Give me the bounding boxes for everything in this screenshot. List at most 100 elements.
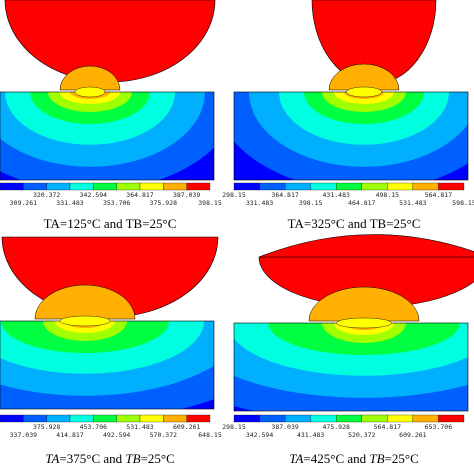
colorbar-segment — [69, 182, 94, 191]
caption: TA=125°C and TB=25°C — [44, 216, 177, 231]
colorbar-label: 342.594 — [246, 431, 273, 439]
colorbar-label: 414.817 — [56, 431, 83, 439]
colorbar-label: 492.594 — [103, 431, 130, 439]
colorbar-segment — [387, 182, 414, 191]
colorbar-label: 364.817 — [126, 191, 153, 199]
colorbar-segment — [0, 414, 24, 423]
colorbar-label: 609.261 — [173, 423, 200, 431]
colorbar-label: 498.15 — [376, 191, 400, 199]
dome — [328, 63, 400, 91]
colorbar-segment — [438, 182, 465, 191]
electrode — [4, 0, 216, 83]
colorbar-segment — [259, 182, 286, 191]
colorbar-segment — [310, 182, 337, 191]
panel: 298.15331.483364.817398.15431.483464.817… — [222, 0, 474, 231]
colorbar-segment — [46, 182, 71, 191]
colorbar-label: 309.261 — [10, 199, 37, 207]
panel: 298.15342.594387.039431.483475.928520.37… — [222, 234, 474, 466]
colorbar-label: 353.706 — [103, 199, 130, 207]
colorbar-segment — [284, 414, 311, 423]
colorbar-label: 387.039 — [173, 191, 200, 199]
colorbar-label: 648.15 — [198, 431, 222, 439]
colorbar-segment — [387, 414, 414, 423]
colorbar-segment — [93, 182, 117, 191]
colorbar-segment — [284, 182, 311, 191]
caption-part: TA=125°C and TB=25°C — [44, 216, 177, 231]
caption: TA=425°C and TB=25°C — [289, 451, 419, 466]
colorbar-segment — [412, 182, 439, 191]
plate-border — [0, 91, 215, 181]
colorbar-label: 320.372 — [33, 191, 60, 199]
panel: 309.261320.372331.483342.594353.706364.8… — [0, 0, 222, 231]
colorbar-segment — [163, 182, 187, 191]
colorbar-label: 570.372 — [150, 431, 177, 439]
colorbar-label: 337.039 — [10, 431, 37, 439]
colorbar-segment — [438, 414, 465, 423]
caption: TA=375°C and TB=25°C — [45, 451, 175, 466]
colorbar-label: 564.817 — [374, 423, 401, 431]
colorbar-segment — [69, 414, 94, 423]
colorbar-label: 520.372 — [348, 431, 375, 439]
colorbar-segment — [186, 414, 211, 423]
caption-part: TA — [289, 451, 303, 466]
nugget — [336, 317, 392, 329]
colorbar-label: 375.928 — [150, 199, 177, 207]
panel: 337.039375.928414.817453.706492.594531.4… — [0, 236, 222, 466]
colorbar-segment — [361, 414, 388, 423]
caption-part: TA=325°C and TB=25°C — [288, 216, 421, 231]
colorbar-segment — [336, 182, 362, 191]
colorbar-label: 298.15 — [222, 191, 246, 199]
colorbar-segment — [233, 414, 260, 423]
dome — [59, 65, 121, 91]
colorbar-segment — [116, 182, 141, 191]
colorbar-segment — [310, 414, 337, 423]
caption: TA=325°C and TB=25°C — [288, 216, 421, 231]
colorbar-label: 531.483 — [399, 199, 426, 207]
colorbar-label: 464.817 — [348, 199, 375, 207]
colorbar-segment — [163, 414, 187, 423]
colorbar-label: 453.706 — [80, 423, 107, 431]
colorbar-segment — [336, 414, 362, 423]
colorbar-segment — [116, 414, 141, 423]
colorbar-segment — [23, 182, 47, 191]
colorbar-segment — [361, 182, 388, 191]
caption-part: TB — [369, 451, 384, 466]
contours — [234, 92, 468, 180]
dome — [308, 286, 420, 322]
colorbar-label: 653.706 — [425, 423, 452, 431]
colorbar-label: 475.928 — [323, 423, 350, 431]
colorbar-segment — [0, 182, 24, 191]
contours — [0, 92, 214, 180]
caption-part: TA — [45, 451, 59, 466]
nugget — [346, 86, 382, 98]
caption-part: =25°C — [141, 451, 175, 466]
colorbar-label: 331.483 — [56, 199, 83, 207]
caption-part: TB — [125, 451, 140, 466]
colorbar-label: 431.483 — [297, 431, 324, 439]
electrode-top — [258, 234, 474, 258]
colorbar-label: 398.15 — [198, 199, 222, 207]
dome — [34, 284, 136, 320]
colorbar-label: 609.261 — [399, 431, 426, 439]
colorbar-label: 298.15 — [222, 423, 246, 431]
nugget — [74, 86, 106, 98]
contours — [0, 321, 214, 409]
colorbar-segment — [93, 414, 117, 423]
colorbar-segment — [412, 414, 439, 423]
caption-part: =375°C and — [59, 451, 125, 466]
colorbar-label: 331.483 — [246, 199, 273, 207]
caption-part: =25°C — [385, 451, 419, 466]
caption-part: =425°C and — [303, 451, 369, 466]
colorbar-label: 598.15 — [452, 199, 474, 207]
colorbar-label: 375.928 — [33, 423, 60, 431]
colorbar-label: 564.817 — [425, 191, 452, 199]
colorbar-segment — [233, 182, 260, 191]
contours — [234, 323, 468, 411]
colorbar-label: 387.039 — [271, 423, 298, 431]
colorbar-segment — [139, 182, 164, 191]
colorbar-segment — [259, 414, 286, 423]
nugget — [59, 315, 111, 327]
colorbar-segment — [186, 182, 211, 191]
colorbar-label: 531.483 — [126, 423, 153, 431]
